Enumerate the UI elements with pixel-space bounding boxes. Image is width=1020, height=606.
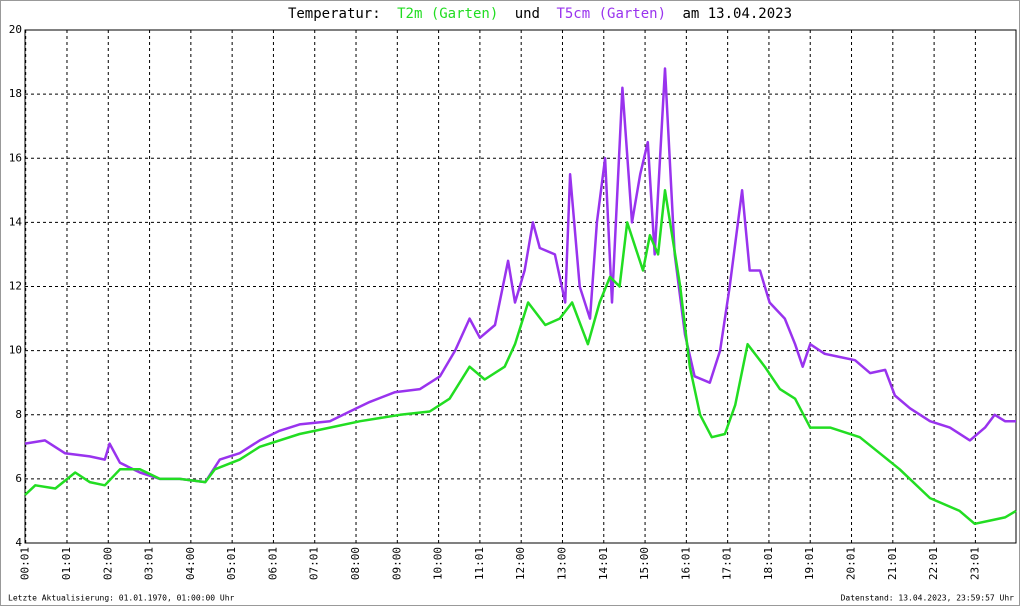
x-tick-label: 14:01	[597, 547, 610, 580]
x-tick-label: 04:00	[184, 547, 197, 580]
plot-frame	[24, 29, 1017, 544]
x-tick-label: 01:01	[60, 547, 73, 580]
x-tick-label: 11:01	[473, 547, 486, 580]
y-tick-label: 8	[15, 408, 22, 421]
footer-left: Letzte Aktualisierung: 01.01.1970, 01:00…	[8, 594, 235, 603]
x-tick-label: 02:00	[101, 547, 114, 580]
x-tick-label: 00:01	[19, 547, 32, 580]
y-tick-label: 4	[15, 536, 22, 549]
y-tick-label: 10	[9, 344, 22, 357]
y-tick-label: 18	[9, 87, 22, 100]
title-part: Temperatur:	[288, 6, 381, 22]
x-tick-label: 17:01	[721, 547, 734, 580]
x-tick-label: 06:01	[266, 547, 279, 580]
x-tick-label: 07:01	[308, 547, 321, 580]
x-tick-label: 12:00	[514, 547, 527, 580]
x-tick-label: 09:00	[390, 547, 403, 580]
x-tick-label: 23:01	[968, 547, 981, 580]
x-tick-label: 20:01	[845, 547, 858, 580]
y-tick-label: 6	[15, 472, 22, 485]
x-tick-label: 21:01	[886, 547, 899, 580]
x-tick-label: 05:01	[225, 547, 238, 580]
series-line	[24, 189, 1017, 526]
series-line	[24, 67, 1016, 484]
y-tick-label: 16	[9, 151, 22, 164]
x-tick-label: 18:01	[762, 547, 775, 580]
x-tick-label: 03:01	[143, 547, 156, 580]
y-tick-label: 20	[9, 23, 22, 36]
x-tick-label: 15:00	[638, 547, 651, 580]
title-part: am 13.04.2023	[682, 6, 792, 22]
x-tick-label: 22:01	[927, 547, 940, 580]
title-part: T5cm (Garten)	[556, 6, 666, 22]
x-tick-label: 08:00	[349, 547, 362, 580]
x-tick-label: 16:01	[679, 547, 692, 580]
y-tick-label: 14	[9, 215, 23, 228]
x-tick-label: 19:01	[803, 547, 816, 580]
y-tick-label: 12	[9, 280, 22, 293]
x-tick-label: 13:00	[555, 547, 568, 580]
title-part: T2m (Garten)	[397, 6, 498, 22]
footer-right: Datenstand: 13.04.2023, 23:59:57 Uhr	[841, 594, 1015, 603]
title-part: und	[515, 6, 540, 22]
chart-title: Temperatur: T2m (Garten) und T5cm (Garte…	[288, 6, 792, 22]
x-tick-label: 10:00	[432, 547, 445, 580]
